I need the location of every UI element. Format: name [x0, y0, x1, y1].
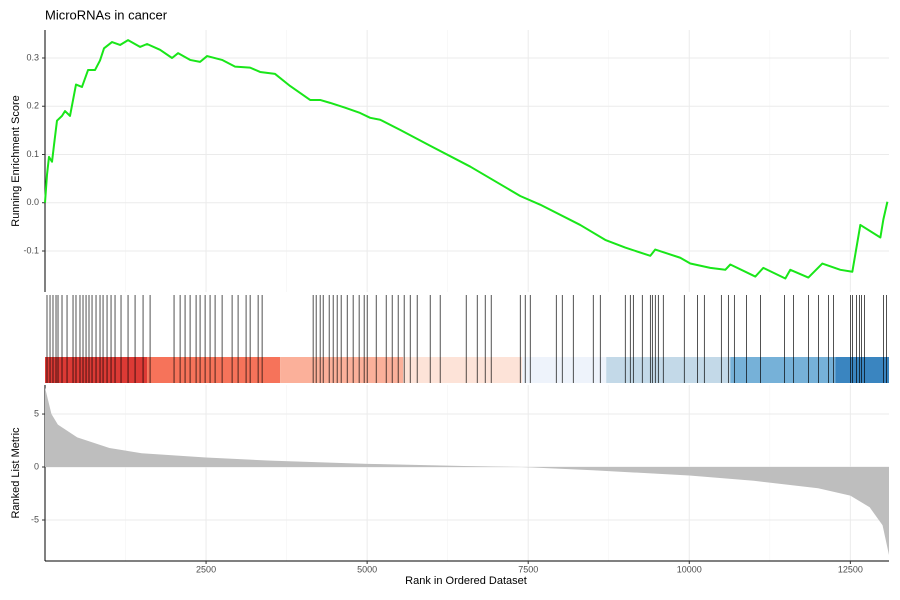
- y-tick-label: 0.2: [26, 101, 39, 111]
- rank-band: [147, 357, 281, 383]
- x-axis-title: Rank in Ordered Dataset: [405, 575, 527, 587]
- y-tick-label: -5: [31, 514, 39, 524]
- y-tick-label: 0: [34, 461, 39, 471]
- rank-band: [280, 357, 404, 383]
- x-tick-label: 12500: [838, 564, 863, 574]
- x-tick-label: 5000: [357, 564, 377, 574]
- rank-band: [835, 357, 889, 383]
- rank-band: [403, 357, 523, 383]
- x-tick-label: 7500: [518, 564, 538, 574]
- y-tick-label: 0.3: [26, 52, 39, 62]
- y-tick-label: 0.1: [26, 149, 39, 159]
- y-axis-title: Ranked List Metric: [10, 427, 22, 519]
- y-tick-label: 0.0: [26, 197, 39, 207]
- y-tick-label: 5: [34, 408, 39, 418]
- x-tick-label: 10000: [677, 564, 702, 574]
- x-tick-label: 2500: [196, 564, 216, 574]
- y-axis-title: Running Enrichment Score: [10, 95, 22, 226]
- rank-band: [606, 357, 731, 383]
- y-tick-label: -0.1: [23, 245, 39, 255]
- rank-band: [522, 357, 607, 383]
- ranked-metric-area: [45, 387, 889, 555]
- rank-band: [730, 357, 836, 383]
- running-score-line: [44, 39, 889, 280]
- chart-title: MicroRNAs in cancer: [45, 7, 168, 22]
